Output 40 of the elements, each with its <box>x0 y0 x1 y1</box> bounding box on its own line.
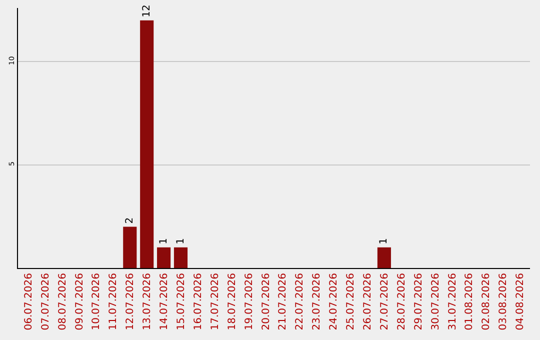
x-tick-label: 15.07.2026 <box>176 273 187 330</box>
bar <box>140 20 154 268</box>
x-tick-label: 17.07.2026 <box>210 273 221 330</box>
x-tick-label: 23.07.2026 <box>312 273 323 330</box>
x-tick-label: 21.07.2026 <box>278 273 289 330</box>
x-tick-label: 01.08.2026 <box>464 273 476 330</box>
x-tick-label: 29.07.2026 <box>413 273 424 330</box>
x-tick-label: 09.07.2026 <box>74 273 86 330</box>
data-label: 1 <box>378 238 390 244</box>
bar <box>123 226 137 268</box>
x-tick-label: 04.08.2026 <box>515 273 526 330</box>
bar <box>174 247 188 268</box>
x-tick-label: 27.07.2026 <box>379 273 390 330</box>
data-label: 1 <box>175 238 186 244</box>
x-tick-label: 26.07.2026 <box>362 273 374 330</box>
data-label: 12 <box>141 4 152 18</box>
x-tick-label: 12.07.2026 <box>125 273 136 330</box>
x-tick-label: 10.07.2026 <box>91 273 102 330</box>
x-tick-label: 31.07.2026 <box>447 273 458 330</box>
x-tick-label: 11.07.2026 <box>108 273 120 330</box>
x-tick-label: 22.07.2026 <box>294 273 306 330</box>
x-tick-label: 20.07.2026 <box>260 273 272 330</box>
x-tick-label: 08.07.2026 <box>57 273 68 330</box>
x-tick-label: 24.07.2026 <box>328 273 340 330</box>
data-label: 1 <box>158 238 170 244</box>
x-tick-label: 14.07.2026 <box>159 273 170 330</box>
x-tick-label: 13.07.2026 <box>142 273 154 330</box>
x-tick-label: 18.07.2026 <box>226 273 238 330</box>
data-label: 2 <box>124 217 136 224</box>
bar <box>157 247 171 268</box>
x-tick-label: 16.07.2026 <box>192 273 204 330</box>
x-tick-label: 19.07.2026 <box>244 273 255 330</box>
bar <box>377 247 391 268</box>
x-tick-label: 30.07.2026 <box>430 273 442 330</box>
x-tick-label: 25.07.2026 <box>346 273 357 330</box>
x-tick-label: 02.08.2026 <box>481 273 492 330</box>
x-tick-label: 03.08.2026 <box>498 273 510 330</box>
x-tick-label: 07.07.2026 <box>40 273 52 330</box>
x-tick-label: 28.07.2026 <box>396 273 408 330</box>
x-tick-label: 06.07.2026 <box>23 273 34 330</box>
